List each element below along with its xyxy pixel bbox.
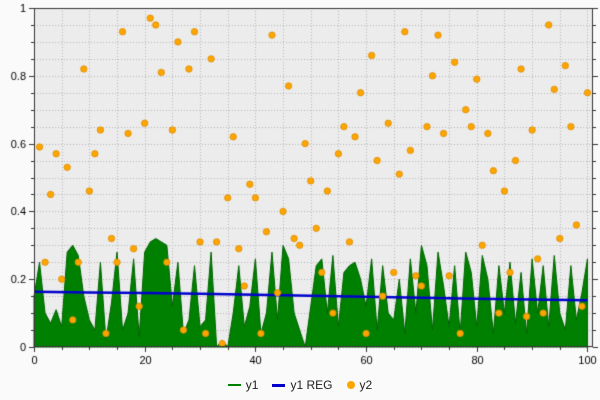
legend-label-y1: y1 [245, 378, 259, 392]
legend-item-y2[interactable]: y2 [346, 378, 373, 392]
y1-line-marker [227, 384, 241, 386]
plot-canvas[interactable] [0, 0, 600, 370]
y2-dot-marker [346, 381, 355, 389]
legend-label-y1-reg: y1 REG [290, 378, 333, 392]
legend-label-y2: y2 [359, 378, 373, 392]
y1-reg-line-marker [272, 383, 286, 387]
legend-item-y1[interactable]: y1 [227, 378, 259, 392]
legend-item-y1-reg[interactable]: y1 REG [272, 378, 333, 392]
legend: y1 y1 REG y2 [0, 370, 600, 400]
